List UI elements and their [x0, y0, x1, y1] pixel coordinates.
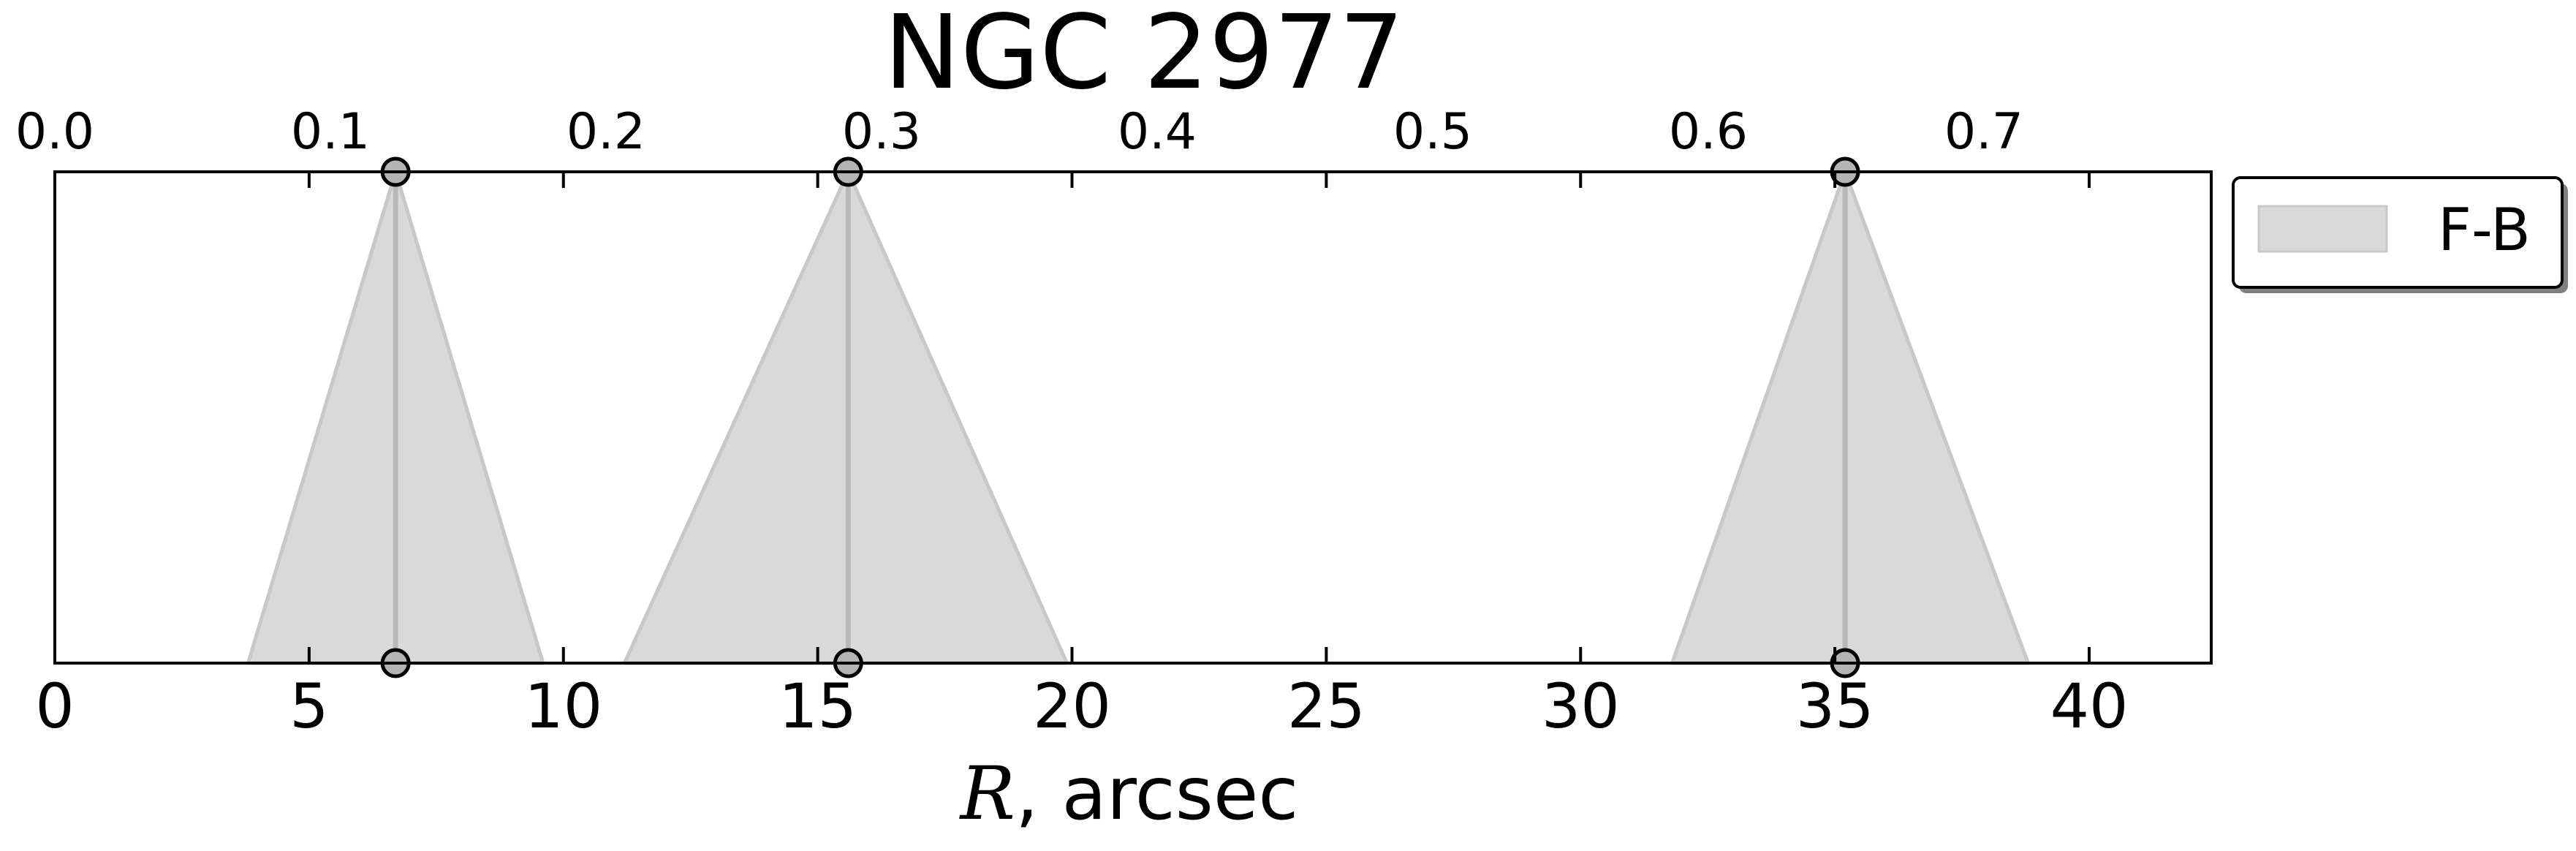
legend-swatch	[2257, 205, 2388, 253]
legend: F-B	[2232, 176, 2568, 293]
x-axis-label-variable: R	[959, 751, 1015, 836]
top-x-tick-label: 0.6	[1669, 103, 1748, 161]
top-x-tick-label: 0.1	[291, 103, 370, 161]
top-x-tick-label: 0.7	[1944, 103, 2023, 161]
top-x-tick-label: 0.3	[842, 103, 921, 161]
top-x-tick-label: 0.2	[567, 103, 645, 161]
legend-label: F-B	[2438, 196, 2531, 264]
x-tick-label: 10	[524, 670, 602, 742]
top-x-tick-label: 0.0	[15, 103, 94, 161]
x-tick-label: 25	[1287, 670, 1365, 742]
x-tick-label: 5	[289, 670, 328, 742]
top-x-tick-label: 0.4	[1118, 103, 1197, 161]
x-axis-label-unit: , arcsec	[1015, 751, 1298, 836]
x-tick-label: 20	[1033, 670, 1111, 742]
x-tick-label: 0	[35, 670, 74, 742]
bottom-axis-ticks: 0 5 10 15 20 25 30 35 40	[35, 172, 2128, 742]
x-tick-label: 40	[2050, 670, 2129, 742]
x-tick-label: 15	[779, 670, 857, 742]
feature-area-3	[1670, 170, 2031, 665]
top-axis-ticks: 0.0 0.1 0.2 0.3 0.4 0.5 0.6 0.7	[15, 103, 2023, 161]
top-x-tick-label: 0.5	[1393, 103, 1472, 161]
x-tick-label: 35	[1796, 670, 1874, 742]
plot-frame	[53, 170, 2213, 665]
x-tick-label: 30	[1542, 670, 1620, 742]
feature-areas	[246, 156, 2031, 678]
x-axis-label: R, arcsec	[959, 751, 1299, 836]
chart-title: NGC 2977	[884, 0, 1404, 113]
